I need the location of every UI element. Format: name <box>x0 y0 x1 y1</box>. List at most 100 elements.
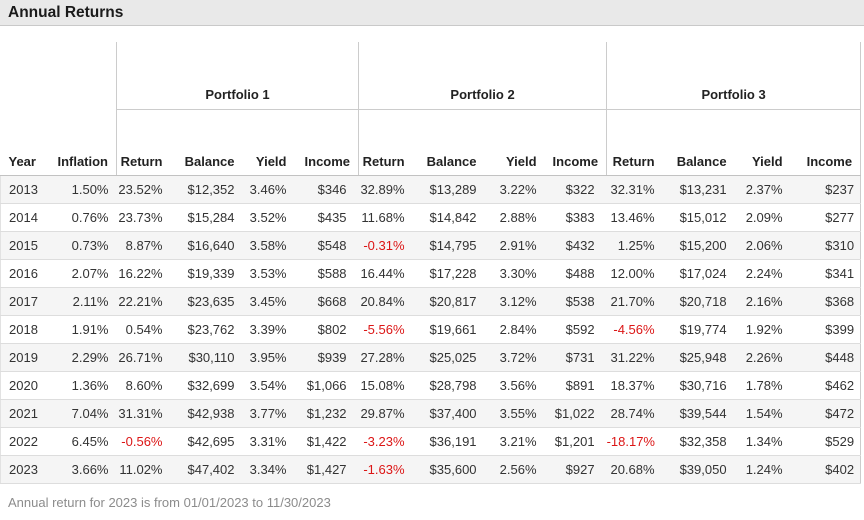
p1-balance-cell: $30,110 <box>170 343 243 372</box>
p1-yield-cell: 3.31% <box>242 427 295 456</box>
p3-income-cell: $368 <box>790 287 862 316</box>
table-row: 2021 7.04% 31.31% $42,938 3.77% $1,232 29.87% $… <box>0 399 862 428</box>
year-cell: 2022 <box>0 427 41 456</box>
table-row: 2016 2.07% 16.22% $19,339 3.53% $588 16.44% $17… <box>0 259 862 288</box>
table-body: 2013 1.50% 23.52% $12,352 3.46% $346 32.89% $13… <box>0 175 862 484</box>
p3-balance-cell: $15,012 <box>662 203 735 232</box>
inflation-cell: 2.07% <box>40 259 117 288</box>
year-cell: 2019 <box>0 343 41 372</box>
p1-yield-cell: 3.54% <box>242 371 295 400</box>
p3-return-cell: 18.37% <box>606 371 663 400</box>
p3-balance-cell: $30,716 <box>662 371 735 400</box>
p2-income-cell: $488 <box>544 259 607 288</box>
p2-return-cell: -0.31% <box>358 231 413 260</box>
p2-return-cell: -3.23% <box>358 427 413 456</box>
inflation-cell: 1.91% <box>40 315 117 344</box>
p1-return-cell: 23.52% <box>116 175 171 204</box>
p3-return-cell: 13.46% <box>606 203 663 232</box>
p3-balance-cell: $39,544 <box>662 399 735 428</box>
p2-yield-cell: 2.91% <box>484 231 545 260</box>
p3-return-cell: 20.68% <box>606 455 663 484</box>
p2-return-cell: 27.28% <box>358 343 413 372</box>
p1-return-cell: 8.60% <box>116 371 171 400</box>
portfolio-3-header: Portfolio 3 <box>606 42 862 110</box>
p3-income-cell: $448 <box>790 343 862 372</box>
p1-income-cell: $1,232 <box>294 399 359 428</box>
p3-yield-cell: 2.26% <box>734 343 791 372</box>
p2-balance-cell: $19,661 <box>412 315 485 344</box>
p3-return-cell: 31.22% <box>606 343 663 372</box>
footnote: Annual return for 2023 is from 01/01/202… <box>8 495 331 510</box>
p3-balance-cell: $17,024 <box>662 259 735 288</box>
p3-balance-cell: $32,358 <box>662 427 735 456</box>
column-header-p1-return: Return <box>116 109 171 176</box>
p1-income-cell: $346 <box>294 175 359 204</box>
year-cell: 2016 <box>0 259 41 288</box>
p2-balance-cell: $37,400 <box>412 399 485 428</box>
table-row: 2019 2.29% 26.71% $30,110 3.95% $939 27.28% $25… <box>0 343 862 372</box>
table-row: 2015 0.73% 8.87% $16,640 3.58% $548 -0.31% $14,… <box>0 231 862 260</box>
table-row: 2013 1.50% 23.52% $12,352 3.46% $346 32.89% $13… <box>0 175 862 204</box>
p3-yield-cell: 1.34% <box>734 427 791 456</box>
p3-income-cell: $529 <box>790 427 862 456</box>
p1-balance-cell: $47,402 <box>170 455 243 484</box>
p3-income-cell: $472 <box>790 399 862 428</box>
portfolio-2-header: Portfolio 2 <box>358 42 607 110</box>
p2-balance-cell: $20,817 <box>412 287 485 316</box>
p1-balance-cell: $19,339 <box>170 259 243 288</box>
p2-yield-cell: 3.55% <box>484 399 545 428</box>
column-header-p2-income: Income <box>544 109 607 176</box>
p1-return-cell: 0.54% <box>116 315 171 344</box>
header-spacer <box>1 42 117 110</box>
p3-yield-cell: 1.24% <box>734 455 791 484</box>
p2-income-cell: $538 <box>544 287 607 316</box>
p3-yield-cell: 2.06% <box>734 231 791 260</box>
p2-return-cell: 16.44% <box>358 259 413 288</box>
group-header-row: Portfolio 1 Portfolio 2 Portfolio 3 <box>1 42 862 110</box>
p3-income-cell: $399 <box>790 315 862 344</box>
inflation-cell: 2.11% <box>40 287 117 316</box>
inflation-cell: 6.45% <box>40 427 117 456</box>
p2-balance-cell: $14,842 <box>412 203 485 232</box>
p1-return-cell: 26.71% <box>116 343 171 372</box>
table-row: 2020 1.36% 8.60% $32,699 3.54% $1,066 15.08% $2… <box>0 371 862 400</box>
p3-income-cell: $310 <box>790 231 862 260</box>
p1-return-cell: 8.87% <box>116 231 171 260</box>
p2-yield-cell: 2.84% <box>484 315 545 344</box>
p1-income-cell: $668 <box>294 287 359 316</box>
p2-income-cell: $731 <box>544 343 607 372</box>
p3-income-cell: $277 <box>790 203 862 232</box>
p1-return-cell: 22.21% <box>116 287 171 316</box>
p3-return-cell: 12.00% <box>606 259 663 288</box>
p3-balance-cell: $15,200 <box>662 231 735 260</box>
p1-income-cell: $435 <box>294 203 359 232</box>
p1-return-cell: 11.02% <box>116 455 171 484</box>
p2-return-cell: -5.56% <box>358 315 413 344</box>
p3-yield-cell: 2.24% <box>734 259 791 288</box>
page-title: Annual Returns <box>8 4 124 21</box>
column-header-p3-income: Income <box>790 109 862 176</box>
p2-yield-cell: 2.56% <box>484 455 545 484</box>
table-row: 2023 3.66% 11.02% $47,402 3.34% $1,427 -1.63% $… <box>0 455 862 484</box>
column-header-p2-yield: Yield <box>484 109 545 176</box>
p1-balance-cell: $23,635 <box>170 287 243 316</box>
column-header-p2-balance: Balance <box>412 109 485 176</box>
p1-income-cell: $802 <box>294 315 359 344</box>
column-header-p1-balance: Balance <box>170 109 243 176</box>
p1-return-cell: 23.73% <box>116 203 171 232</box>
p1-balance-cell: $42,695 <box>170 427 243 456</box>
panel-header: Annual Returns <box>0 0 864 26</box>
year-cell: 2015 <box>0 231 41 260</box>
column-header-p1-income: Income <box>294 109 359 176</box>
p1-income-cell: $1,422 <box>294 427 359 456</box>
p2-return-cell: -1.63% <box>358 455 413 484</box>
p1-balance-cell: $23,762 <box>170 315 243 344</box>
year-cell: 2020 <box>0 371 41 400</box>
p3-return-cell: -18.17% <box>606 427 663 456</box>
p2-yield-cell: 3.56% <box>484 371 545 400</box>
p2-income-cell: $927 <box>544 455 607 484</box>
p3-return-cell: 1.25% <box>606 231 663 260</box>
year-cell: 2021 <box>0 399 41 428</box>
table-row: 2022 6.45% -0.56% $42,695 3.31% $1,422 -3.23% $… <box>0 427 862 456</box>
p3-balance-cell: $39,050 <box>662 455 735 484</box>
